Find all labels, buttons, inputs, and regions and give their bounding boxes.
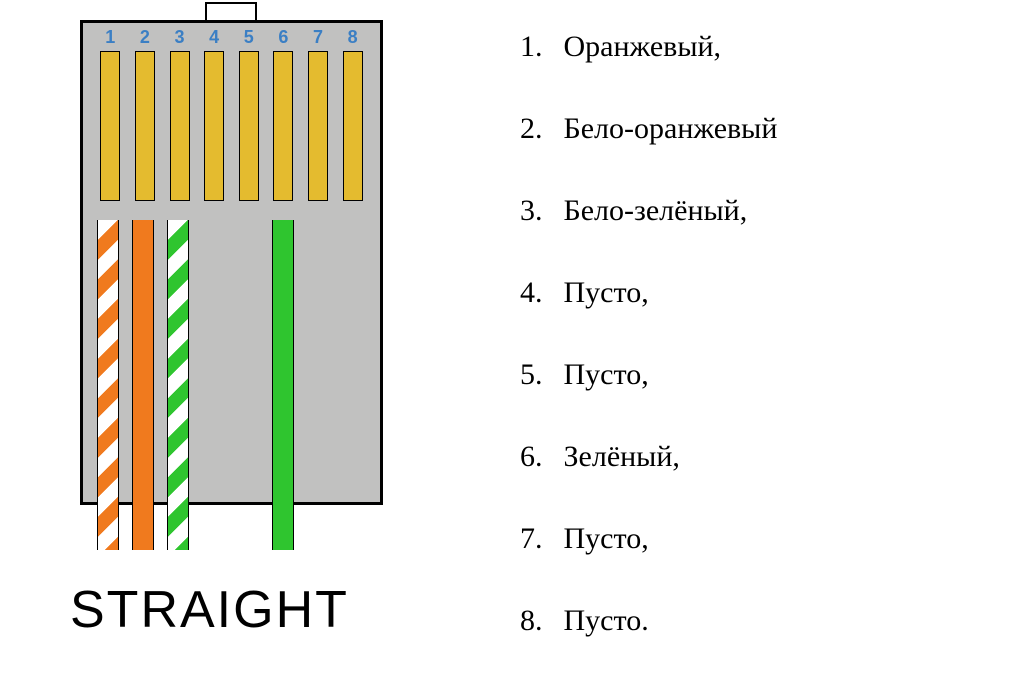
legend-item-number: 4. bbox=[520, 276, 556, 310]
contact-pin bbox=[170, 51, 190, 201]
legend-item: 3. Бело-зелёный, bbox=[520, 194, 1004, 228]
pin-number: 2 bbox=[135, 27, 155, 48]
contact-row bbox=[83, 51, 380, 201]
contact-pin bbox=[308, 51, 328, 201]
pin-number: 7 bbox=[308, 27, 328, 48]
legend-item-number: 7. bbox=[520, 522, 556, 556]
wire-slot bbox=[90, 220, 125, 550]
contact-pin bbox=[204, 51, 224, 201]
contact-pin bbox=[135, 51, 155, 201]
pin-number: 3 bbox=[170, 27, 190, 48]
legend-item-number: 6. bbox=[520, 440, 556, 474]
legend-item-label: Пусто, bbox=[564, 358, 649, 391]
legend-item-number: 5. bbox=[520, 358, 556, 392]
rj45-connector: 12345678 bbox=[80, 20, 383, 545]
wire-slot bbox=[300, 220, 335, 550]
pin-number: 8 bbox=[343, 27, 363, 48]
legend-item: 4. Пусто, bbox=[520, 276, 1004, 310]
legend-item-number: 2. bbox=[520, 112, 556, 146]
wire-row bbox=[80, 220, 383, 550]
pin-number: 4 bbox=[204, 27, 224, 48]
legend-item-number: 3. bbox=[520, 194, 556, 228]
wire-slot bbox=[230, 220, 265, 550]
wire-slot bbox=[160, 220, 195, 550]
wire-slot bbox=[125, 220, 160, 550]
legend-item-label: Бело-оранжевый bbox=[564, 112, 778, 145]
legend-item-label: Пусто, bbox=[564, 522, 649, 555]
wire-slot bbox=[195, 220, 230, 550]
pin-number: 5 bbox=[239, 27, 259, 48]
wire-solid bbox=[132, 220, 154, 550]
legend-item: 1. Оранжевый, bbox=[520, 30, 1004, 64]
legend-item-number: 1. bbox=[520, 30, 556, 64]
contact-pin bbox=[273, 51, 293, 201]
legend-item: 7. Пусто, bbox=[520, 522, 1004, 556]
wire-striped bbox=[167, 220, 189, 550]
legend-item: 8. Пусто. bbox=[520, 604, 1004, 638]
legend-item-label: Оранжевый, bbox=[564, 30, 722, 63]
connector-clip bbox=[205, 2, 257, 20]
legend-item-label: Зелёный, bbox=[564, 440, 680, 473]
legend-item: 6. Зелёный, bbox=[520, 440, 1004, 474]
contact-pin bbox=[239, 51, 259, 201]
pin-number-row: 12345678 bbox=[83, 27, 380, 48]
contact-pin bbox=[343, 51, 363, 201]
wire-solid bbox=[272, 220, 294, 550]
legend-item: 2. Бело-оранжевый bbox=[520, 112, 1004, 146]
legend-panel: 1. Оранжевый, 2. Бело-оранжевый 3. Бело-зе… bbox=[480, 0, 1024, 683]
legend-item-label: Пусто. bbox=[564, 604, 649, 637]
wire-slot bbox=[265, 220, 300, 550]
pin-number: 6 bbox=[273, 27, 293, 48]
pin-number: 1 bbox=[100, 27, 120, 48]
diagram-container: 12345678 STRAIGHT 1. Оранжевый, 2. Бело-о… bbox=[0, 0, 1024, 683]
legend-item: 5. Пусто, bbox=[520, 358, 1004, 392]
diagram-caption: STRAIGHT bbox=[70, 580, 349, 640]
contact-pin bbox=[100, 51, 120, 201]
wire-slot bbox=[335, 220, 370, 550]
connector-panel: 12345678 STRAIGHT bbox=[0, 0, 480, 683]
legend-item-label: Бело-зелёный, bbox=[564, 194, 748, 227]
legend-item-label: Пусто, bbox=[564, 276, 649, 309]
legend-item-number: 8. bbox=[520, 604, 556, 638]
legend-list: 1. Оранжевый, 2. Бело-оранжевый 3. Бело-зе… bbox=[520, 30, 1004, 638]
wire-striped bbox=[97, 220, 119, 550]
